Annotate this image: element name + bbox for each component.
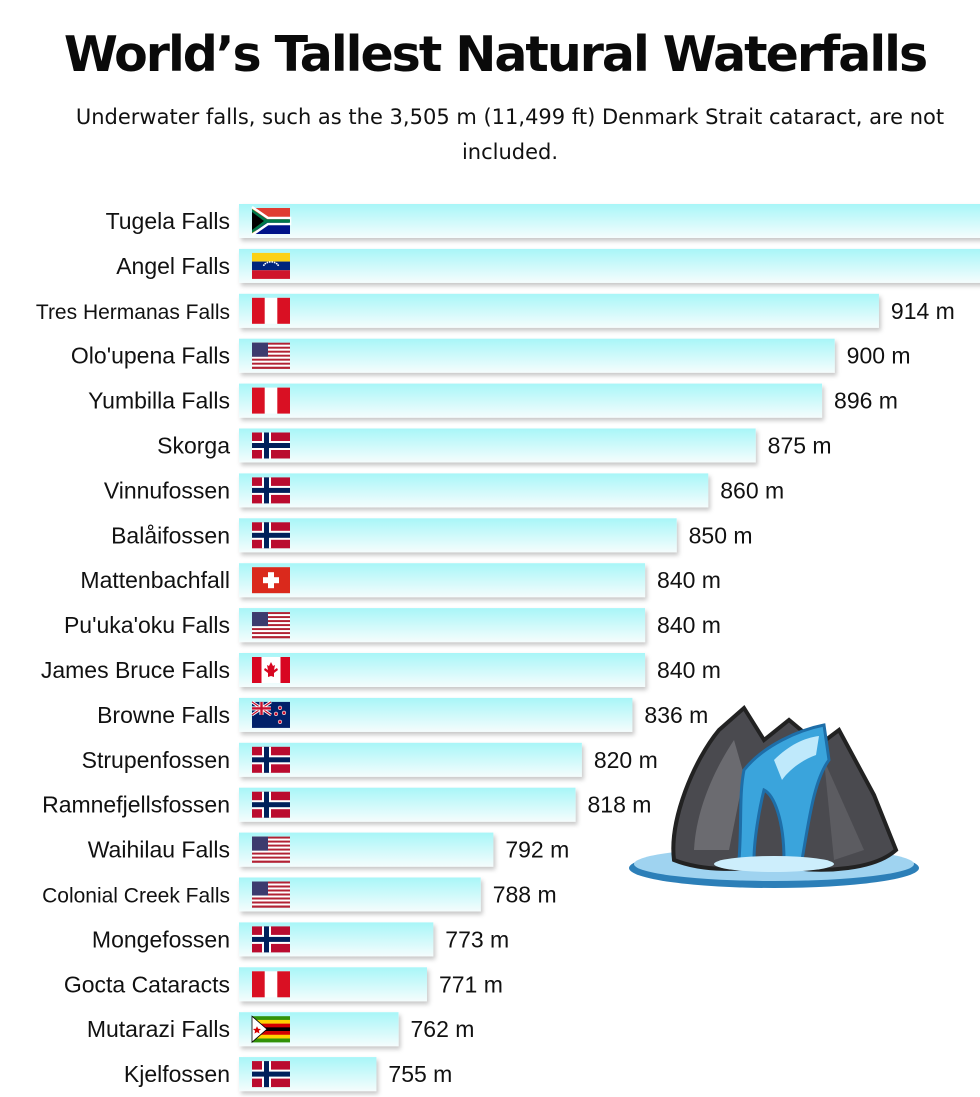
- norway-flag-icon: [252, 791, 290, 818]
- venezuela-flag-icon: [252, 252, 290, 279]
- norway-flag-icon: [252, 477, 290, 504]
- bar: [239, 428, 756, 463]
- norway-flag-icon: [252, 926, 290, 953]
- bar: [239, 473, 709, 508]
- value-label: 840 m: [657, 612, 721, 638]
- norway-flag-icon: [252, 746, 290, 773]
- category-label: Pu'uka'oku Falls: [64, 612, 230, 638]
- chart-subtitle: Underwater falls, such as the 3,505 m (1…: [75, 105, 945, 164]
- bar: [239, 248, 980, 283]
- value-label: 900 m: [847, 343, 911, 369]
- value-label: 820 m: [594, 747, 658, 773]
- peru-flag-icon: [252, 387, 290, 414]
- value-label: 771 m: [439, 971, 503, 997]
- category-label: Gocta Cataracts: [64, 971, 230, 997]
- bar: [239, 518, 677, 553]
- category-label: Yumbilla Falls: [88, 388, 230, 414]
- value-label: 773 m: [445, 926, 509, 952]
- category-label: Tres Hermanas Falls: [36, 301, 230, 324]
- value-label: 836 m: [644, 702, 708, 728]
- category-label: Tugela Falls: [106, 208, 230, 234]
- south-africa-flag-icon: [251, 205, 292, 237]
- category-label: Angel Falls: [116, 253, 230, 279]
- value-label: 818 m: [588, 792, 652, 818]
- bar: [239, 563, 646, 598]
- new-zealand-flag-icon: [251, 700, 290, 728]
- value-label: 896 m: [834, 388, 898, 414]
- bar: [239, 204, 980, 238]
- usa-flag-icon: [252, 836, 290, 863]
- value-label: 840 m: [657, 657, 721, 683]
- category-label: Mattenbachfall: [80, 567, 230, 593]
- zimbabwe-flag-icon: [251, 1015, 290, 1044]
- value-label: 755 m: [388, 1061, 452, 1087]
- bar: [239, 338, 835, 373]
- waterfall-illustration: [629, 704, 919, 888]
- canada-flag-icon: [252, 657, 290, 683]
- category-label: Kjelfossen: [124, 1061, 230, 1087]
- category-label: Skorga: [157, 433, 230, 459]
- peru-flag-icon: [252, 297, 290, 324]
- category-label: Browne Falls: [97, 702, 230, 728]
- bar: [239, 608, 646, 643]
- bar: [239, 787, 576, 822]
- usa-flag-icon: [252, 342, 290, 369]
- bar: [239, 653, 646, 687]
- bar: [239, 697, 633, 732]
- category-label: Olo'upena Falls: [71, 343, 230, 369]
- chart-title: World’s Tallest Natural Waterfalls: [63, 26, 928, 83]
- value-label: 875 m: [768, 433, 832, 459]
- category-label: Mutarazi Falls: [87, 1016, 230, 1042]
- value-label: 788 m: [493, 882, 557, 908]
- norway-flag-icon: [252, 1061, 290, 1088]
- switzerland-flag-icon: [252, 567, 290, 594]
- category-label: Balåifossen: [111, 522, 230, 548]
- norway-flag-icon: [252, 432, 290, 459]
- bar: [239, 293, 879, 328]
- category-label: Strupenfossen: [82, 747, 230, 773]
- value-label: 762 m: [411, 1016, 475, 1042]
- category-label: Ramnefjellsfossen: [42, 792, 230, 818]
- value-label: 850 m: [689, 522, 753, 548]
- peru-flag-icon: [252, 971, 290, 998]
- category-label: James Bruce Falls: [41, 657, 230, 683]
- category-label: Vinnufossen: [104, 477, 230, 503]
- value-label: 792 m: [505, 837, 569, 863]
- value-label: 860 m: [720, 477, 784, 503]
- category-label: Mongefossen: [92, 926, 230, 952]
- usa-flag-icon: [252, 881, 290, 908]
- value-label: 840 m: [657, 567, 721, 593]
- usa-flag-icon: [252, 612, 290, 639]
- bar: [239, 742, 582, 777]
- value-label: 914 m: [891, 298, 955, 324]
- norway-flag-icon: [252, 522, 290, 549]
- category-label: Waihilau Falls: [88, 837, 230, 863]
- category-label: Colonial Creek Falls: [42, 885, 230, 908]
- bar: [239, 383, 823, 418]
